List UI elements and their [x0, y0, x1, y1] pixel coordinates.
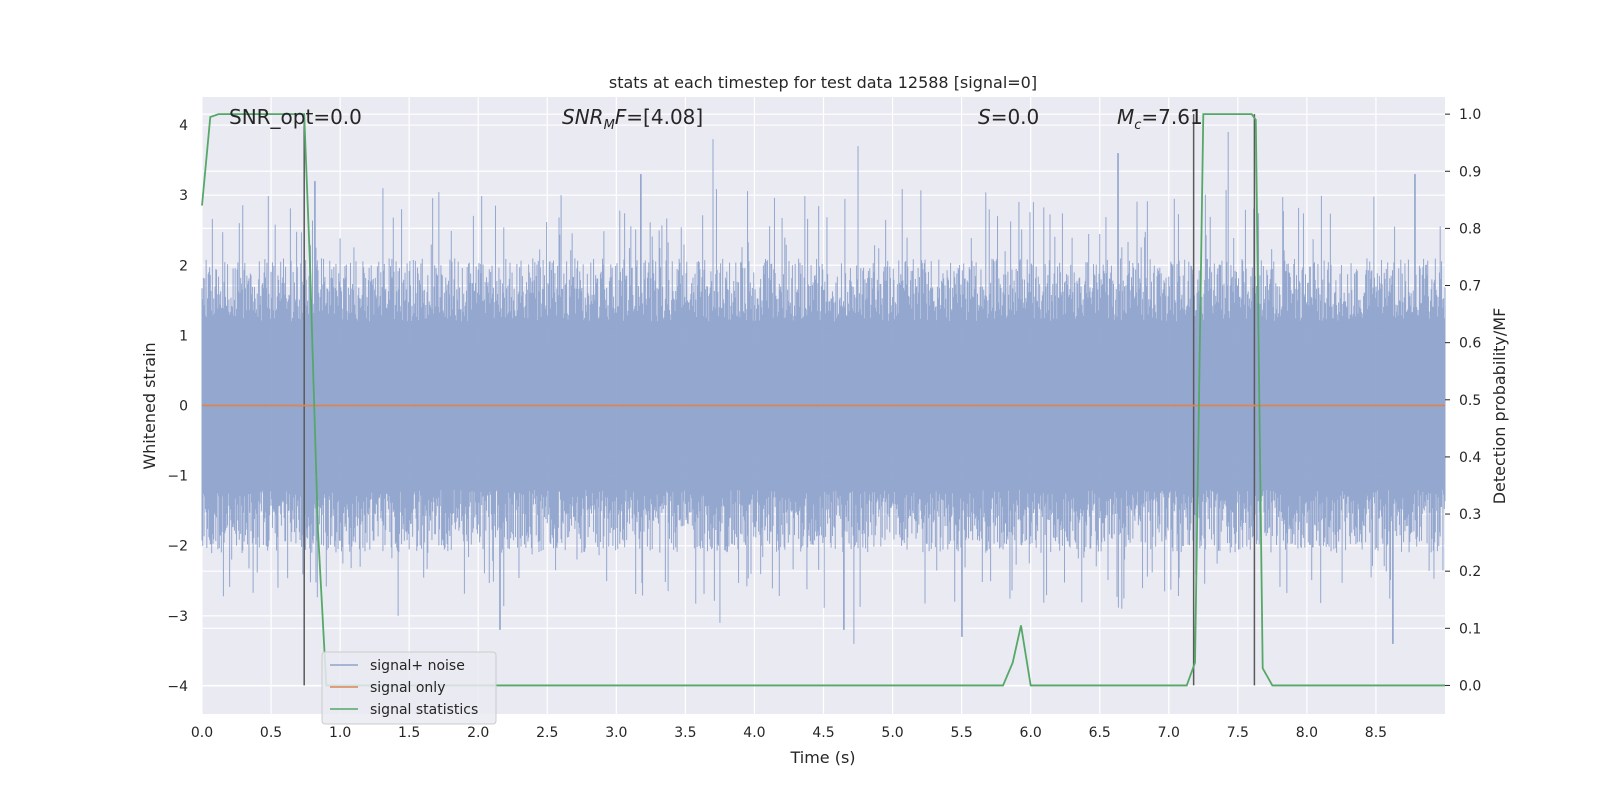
x-axis-label: Time (s)	[789, 748, 855, 767]
y-right-tick-label: 0.5	[1459, 393, 1481, 409]
y-right-tick-label: 1.0	[1459, 107, 1481, 123]
y-right-tick-label: 0.6	[1459, 336, 1481, 352]
x-tick-label: 4.5	[812, 725, 834, 741]
x-tick-label: 1.5	[398, 725, 420, 741]
y-right-tick-label: 0.4	[1459, 450, 1481, 466]
annotation-mc: Mc=7.61	[1117, 105, 1203, 133]
x-tick-labels: 0.0 0.5 1.0 1.5 2.0 2.5 3.0 3.5 4.0 4.5 5.0 5.5 6.0 6…	[191, 725, 1387, 741]
y-left-tick-label: 2	[179, 258, 188, 274]
y-right-tick-label: 0.3	[1459, 507, 1481, 523]
legend-label-signal: signal only	[370, 680, 445, 696]
x-tick-label: 6.5	[1089, 725, 1111, 741]
x-tick-label: 1.0	[329, 725, 351, 741]
annotation-snr-mf: SNRMF=[4.08]	[562, 105, 703, 133]
x-tick-label: 2.5	[536, 725, 558, 741]
y-left-tick-label: 4	[179, 118, 188, 134]
y-left-tick-label: −4	[167, 679, 188, 695]
y-left-tick-labels: −4 −3 −2 −1 0 1 2 3 4	[167, 118, 188, 695]
x-tick-label: 8.0	[1296, 725, 1318, 741]
legend-box	[321, 651, 497, 725]
x-tick-label: 3.0	[605, 725, 627, 741]
x-tick-label: 8.5	[1365, 725, 1387, 741]
y-left-tick-label: 0	[179, 399, 188, 415]
x-tick-label: 6.0	[1020, 725, 1042, 741]
y-right-tick-label: 0.1	[1459, 621, 1481, 637]
legend-label-stats: signal statistics	[370, 702, 478, 718]
y-left-tick-label: −2	[167, 539, 188, 555]
vertical-markers	[303, 114, 1256, 686]
x-tick-label: 7.0	[1158, 725, 1180, 741]
legend: signal+ noise signal only signal statist…	[321, 651, 497, 725]
x-tick-label: 5.0	[881, 725, 903, 741]
legend-label-noise: signal+ noise	[370, 658, 465, 674]
y-axis-right-label: Detection probability/MF	[1490, 308, 1509, 505]
line-series	[201, 113, 1445, 687]
y-right-tick-label: 0.9	[1459, 164, 1481, 180]
chart-title: stats at each timestep for test data 125…	[609, 73, 1037, 92]
y-right-tick-label: 0.7	[1459, 279, 1481, 295]
y-right-tick-label: 0.0	[1459, 678, 1481, 694]
x-tick-label: 0.0	[191, 725, 213, 741]
y-right-tick-label: 0.2	[1459, 564, 1481, 580]
y-left-tick-label: −1	[167, 469, 188, 485]
x-tick-label: 5.5	[950, 725, 972, 741]
x-tick-label: 3.5	[674, 725, 696, 741]
y-right-tick-labels: 0.0 0.1 0.2 0.3 0.4 0.5 0.6 0.7 0.8 0.9 1.0	[1445, 107, 1481, 694]
y-right-tick-label: 0.8	[1459, 221, 1481, 237]
annotation-s: S=0.0	[978, 105, 1039, 129]
x-tick-label: 4.0	[743, 725, 765, 741]
y-left-tick-label: −3	[167, 609, 188, 625]
annotation-snr-opt: SNR_opt=0.0	[229, 105, 362, 129]
y-left-tick-label: 1	[179, 328, 188, 344]
y-left-tick-label: 3	[179, 188, 188, 204]
x-tick-label: 0.5	[260, 725, 282, 741]
series-signal-statistics	[201, 113, 1445, 687]
x-tick-label: 2.0	[467, 725, 489, 741]
y-axis-left-label: Whitened strain	[140, 342, 159, 469]
x-tick-label: 7.5	[1227, 725, 1249, 741]
